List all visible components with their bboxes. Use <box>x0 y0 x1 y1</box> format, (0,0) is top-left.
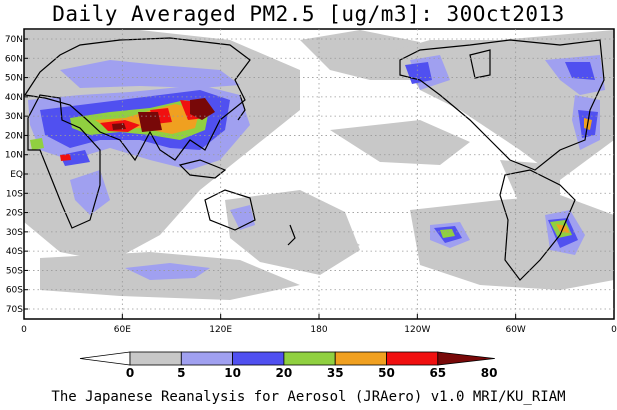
colorbar: 0 5 10 20 35 50 65 80 <box>79 351 498 380</box>
latitude-label: 60N <box>5 54 23 64</box>
latitude-label: 70S <box>6 305 23 315</box>
latitude-label: 70N <box>5 35 23 45</box>
latitude-labels: 70N 60N 50N 40N 30N 20N 10N EQ 10S 20S 30S 40S 50S 60… <box>5 35 23 315</box>
latitude-label: 10S <box>6 189 23 199</box>
colorbar-bin <box>232 351 285 366</box>
longitude-labels: 0 60E 120E 180 120W 60W 0 <box>21 325 617 335</box>
colorbar-bin <box>180 351 234 366</box>
latitude-label: 20N <box>5 131 23 141</box>
latitude-label: 30N <box>5 112 23 122</box>
colorbar-bin <box>386 351 439 366</box>
colorbar-bin <box>334 351 387 366</box>
coastlines <box>24 37 605 281</box>
latitude-label: 20S <box>6 209 23 219</box>
colorbar-label: 80 <box>481 366 498 380</box>
latitude-label: 60S <box>6 286 23 296</box>
latitude-label: 50S <box>6 266 23 276</box>
colorbar-label: 10 <box>224 366 241 380</box>
longitude-label: 180 <box>310 325 327 335</box>
colorbar-label: 65 <box>429 366 446 380</box>
longitude-label: 60W <box>505 325 525 335</box>
map-title: Daily Averaged PM2.5 [ug/m3]: 30Oct2013 <box>52 2 565 26</box>
colorbar-label: 20 <box>276 366 293 380</box>
colorbar-label: 35 <box>327 366 344 380</box>
colorbar-label: 50 <box>378 366 395 380</box>
latitude-label: 50N <box>5 74 23 84</box>
colorbar-label: 0 <box>126 366 134 380</box>
graticule <box>23 29 615 319</box>
latitude-label: 40N <box>5 93 23 103</box>
latitude-label: 10N <box>5 151 23 161</box>
colorbar-right-arrow <box>437 351 495 366</box>
latitude-label: 30S <box>6 228 23 238</box>
colorbar-label: 5 <box>177 366 185 380</box>
longitude-label: 120W <box>404 325 430 335</box>
latitude-label: 40S <box>6 247 23 257</box>
colorbar-left-arrow <box>79 351 131 366</box>
longitude-label: 120E <box>209 325 232 335</box>
longitude-label: 60E <box>114 325 131 335</box>
longitude-label: 0 <box>611 325 617 335</box>
longitude-label: 0 <box>21 325 27 335</box>
colorbar-bin <box>129 351 182 366</box>
credit-line: The Japanese Reanalysis for Aerosol (JRA… <box>51 389 566 405</box>
colorbar-bin <box>283 351 336 366</box>
latitude-label: EQ <box>10 170 23 180</box>
